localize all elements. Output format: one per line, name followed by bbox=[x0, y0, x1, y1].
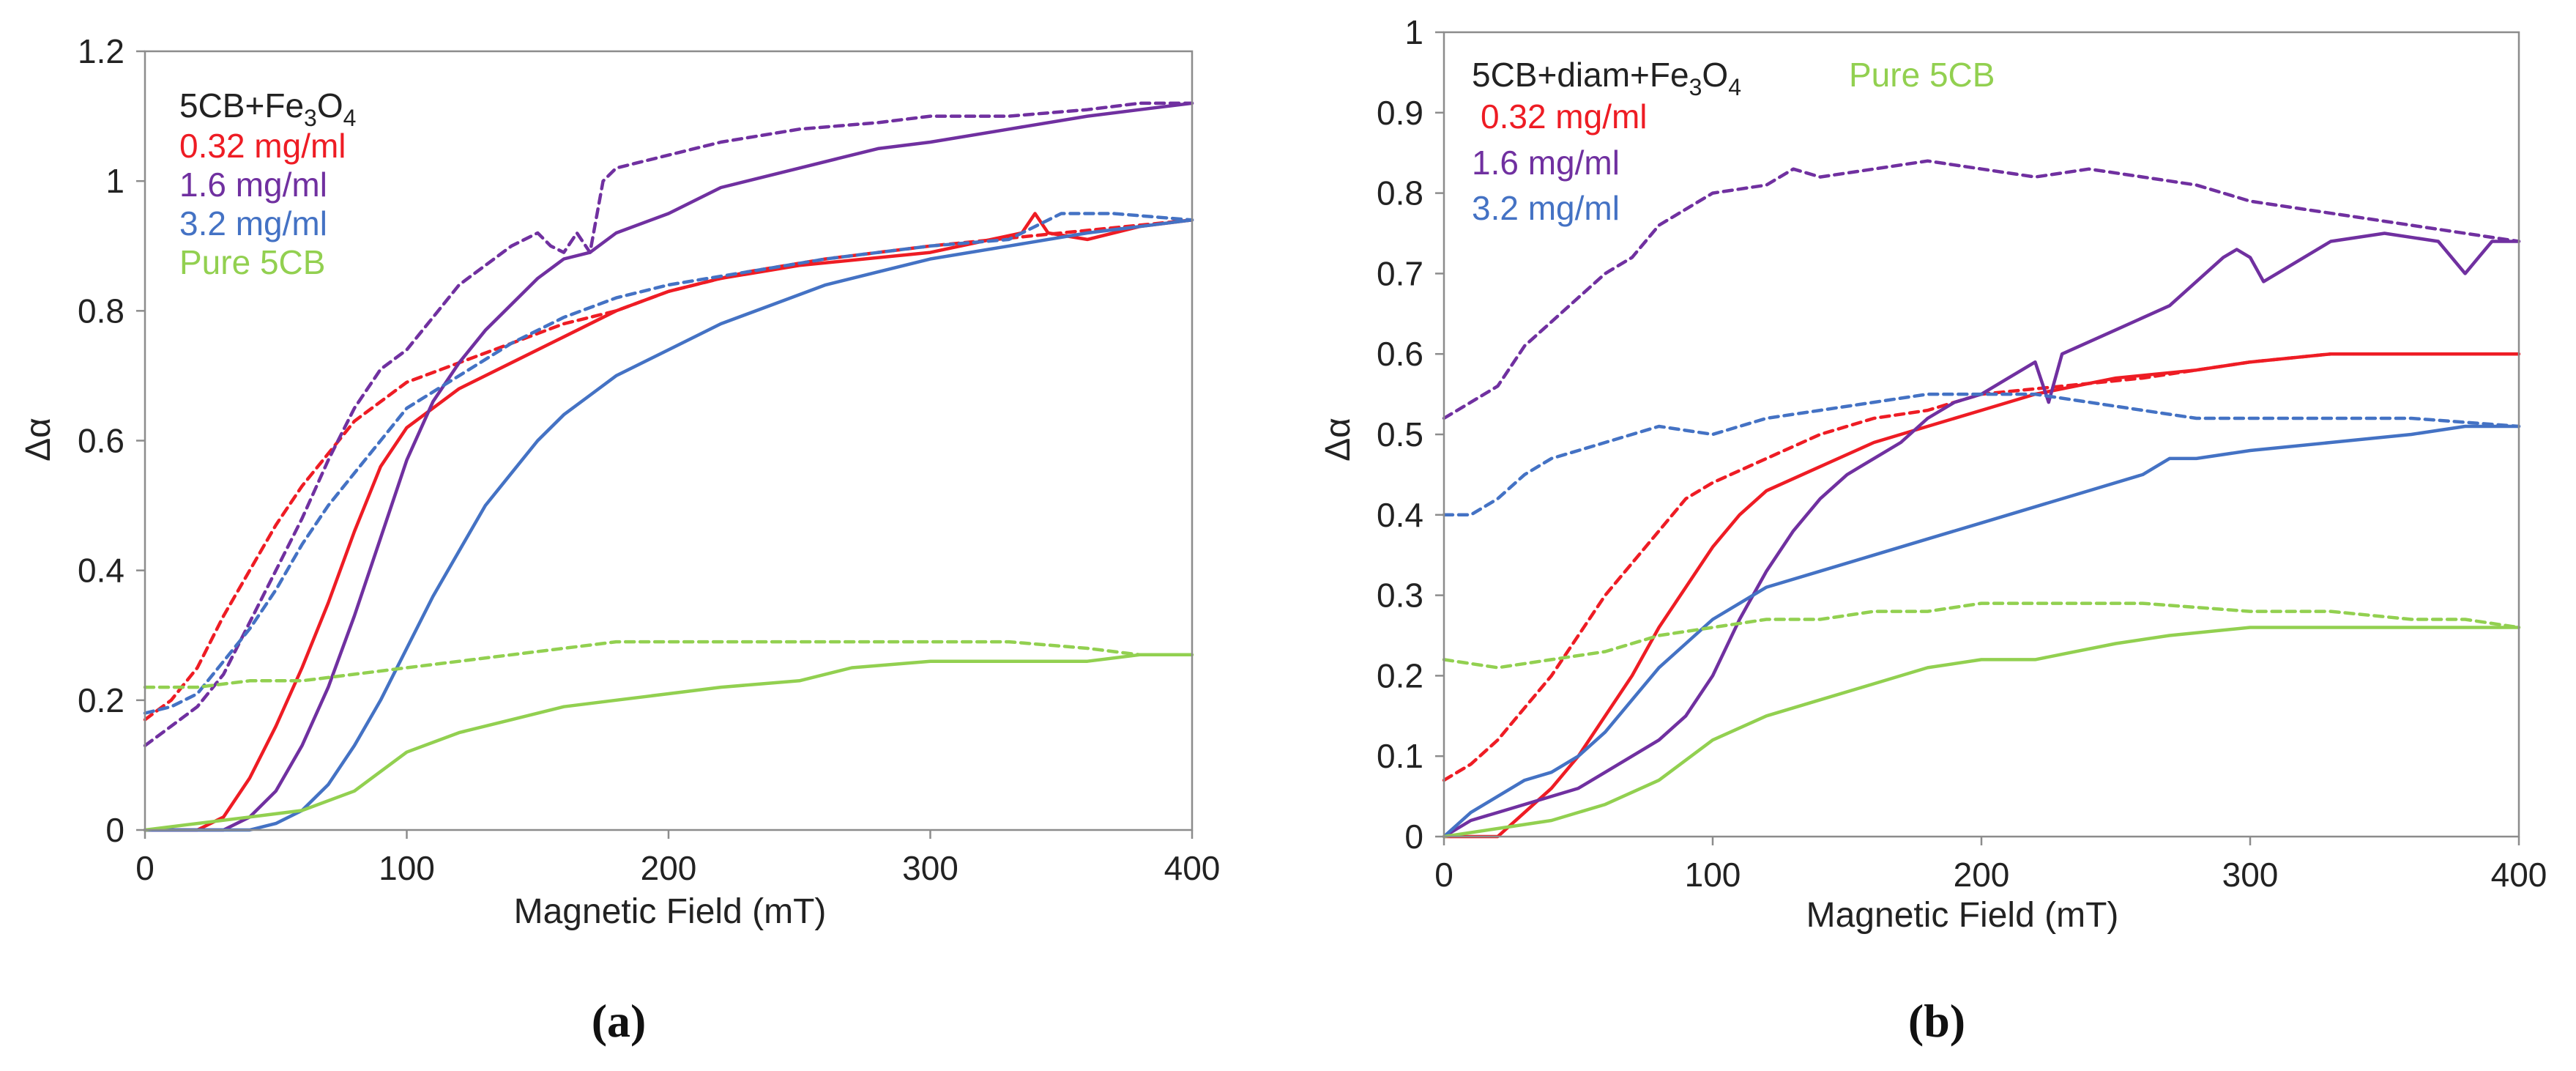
panel-a-y-tick-label: 0 bbox=[105, 811, 124, 849]
panel-a-x-tick-label: 200 bbox=[641, 849, 697, 887]
panel-a-series-pure-5cb-dashed bbox=[143, 640, 1194, 689]
panel-b-series-3-2-mg-ml-dashed bbox=[1442, 392, 2521, 517]
panel-b-y-tick-label: 0.7 bbox=[1377, 254, 1423, 292]
panel-a-legend-item-0-32: 0.32 mg/ml bbox=[179, 127, 346, 165]
panel-b-y-tick-label: 0.4 bbox=[1377, 496, 1423, 534]
panel-a-tick-labels: 0 0.2 0.4 0.6 0.8 1 1.2 0 100 200 300 400 bbox=[78, 32, 1220, 887]
panel-b-legend-item-0-32: 0.32 mg/ml bbox=[1481, 97, 1648, 136]
panel-a-series-pure-5cb-solid bbox=[143, 653, 1194, 832]
panel-b-y-tick-label: 0 bbox=[1404, 818, 1423, 856]
panel-a-x-tick-label: 300 bbox=[902, 849, 958, 887]
panel-b-y-tick-label: 0.2 bbox=[1377, 656, 1423, 694]
panel-b-y-tick-label: 0.8 bbox=[1377, 174, 1423, 212]
panel-a-y-axis-label: Δα bbox=[19, 418, 58, 462]
panel-a-x-tick-label: 0 bbox=[135, 849, 155, 887]
panel-b-legend-item-1-6: 1.6 mg/ml bbox=[1472, 144, 1620, 182]
panel-b-y-tick-label: 0.9 bbox=[1377, 94, 1423, 132]
panel-a-legend: 5CB+Fe3O4 0.32 mg/ml 1.6 mg/ml 3.2 mg/ml… bbox=[179, 86, 356, 281]
panel-a-series-1-6-mg-ml-solid bbox=[143, 101, 1194, 832]
panel-b-y-tick-label: 0.5 bbox=[1377, 415, 1423, 453]
panel-a-series-0-32-mg-ml-solid bbox=[143, 212, 1194, 832]
panel-a-x-tick-label: 100 bbox=[379, 849, 435, 887]
panel-b-x-tick-label: 200 bbox=[1954, 856, 2010, 894]
panel-b-series-layer bbox=[1442, 159, 2521, 839]
panel-a-y-tick-label: 0.2 bbox=[78, 681, 124, 719]
panel-b-y-tick-label: 1 bbox=[1404, 13, 1423, 51]
panel-a-x-tick-label: 400 bbox=[1164, 849, 1221, 887]
panel-b-x-tick-label: 100 bbox=[1685, 856, 1741, 894]
panel-b-legend-title: 5CB+diam+Fe3O4 bbox=[1472, 56, 1741, 100]
panel-b-x-tick-label: 400 bbox=[2491, 856, 2547, 894]
panel-b-series-pure-5cb-dashed bbox=[1442, 601, 2521, 670]
panel-b-y-tick-label: 0.6 bbox=[1377, 335, 1423, 373]
panel-a-legend-title: 5CB+Fe3O4 bbox=[179, 86, 356, 131]
panel-b-legend: 5CB+diam+Fe3O4 Pure 5CB 0.32 mg/ml 1.6 m… bbox=[1472, 56, 1995, 227]
panel-b-legend-item-pure-5cb-top: Pure 5CB bbox=[1849, 56, 1995, 94]
panel-b-tick-labels: 0 0.1 0.2 0.3 0.4 0.5 0.6 0.7 0.8 0.9 1 0 100 200 300 4… bbox=[1377, 13, 2547, 894]
panel-b-axes bbox=[1435, 31, 2520, 845]
panel-b-series-pure-5cb-solid bbox=[1442, 626, 2521, 839]
panel-a-legend-item-pure-5cb: Pure 5CB bbox=[179, 243, 325, 281]
panel-a-x-axis-label: Magnetic Field (mT) bbox=[514, 892, 827, 931]
panel-a-caption: (a) bbox=[592, 995, 647, 1047]
panel-a-y-tick-label: 0.4 bbox=[78, 552, 124, 590]
panel-b-chart: 0 0.1 0.2 0.3 0.4 0.5 0.6 0.7 0.8 0.9 1 0 100 200 300 4… bbox=[1319, 13, 2547, 1047]
panel-b-series-1-6-mg-ml-solid bbox=[1442, 231, 2521, 839]
panel-b-y-tick-label: 0.1 bbox=[1377, 737, 1423, 775]
panel-a-legend-item-3-2: 3.2 mg/ml bbox=[179, 204, 327, 242]
panel-a-chart: 0 0.2 0.4 0.6 0.8 1 1.2 0 100 200 300 400 Magnetic … bbox=[19, 32, 1220, 1047]
panel-a-series-layer bbox=[143, 101, 1194, 832]
panel-b-y-axis-label: Δα bbox=[1319, 418, 1358, 462]
panel-a-y-tick-label: 0.8 bbox=[78, 292, 124, 330]
panel-a-axes bbox=[136, 50, 1194, 839]
panel-b-x-axis-label: Magnetic Field (mT) bbox=[1806, 896, 2119, 935]
panel-a-y-tick-label: 0.6 bbox=[78, 422, 124, 460]
panel-a-series-3-2-mg-ml-dashed bbox=[143, 212, 1194, 715]
panel-b-series-0-32-mg-ml-dashed bbox=[1442, 352, 2521, 782]
panel-b-x-tick-label: 0 bbox=[1434, 856, 1453, 894]
panel-a-series-1-6-mg-ml-dashed bbox=[143, 101, 1194, 748]
panel-a-y-tick-label: 1.2 bbox=[78, 32, 124, 70]
panel-b-legend-item-3-2: 3.2 mg/ml bbox=[1472, 189, 1620, 227]
panel-b-y-tick-label: 0.3 bbox=[1377, 577, 1423, 615]
panel-a-legend-item-1-6: 1.6 mg/ml bbox=[179, 166, 327, 204]
panel-b-series-3-2-mg-ml-solid bbox=[1442, 424, 2521, 839]
panel-b-caption: (b) bbox=[1908, 995, 1965, 1047]
panel-b-x-tick-label: 300 bbox=[2222, 856, 2279, 894]
panel-a-series-3-2-mg-ml-solid bbox=[143, 218, 1194, 832]
panel-a-y-tick-label: 1 bbox=[105, 162, 124, 200]
panel-b-series-1-6-mg-ml-dashed bbox=[1442, 159, 2521, 420]
